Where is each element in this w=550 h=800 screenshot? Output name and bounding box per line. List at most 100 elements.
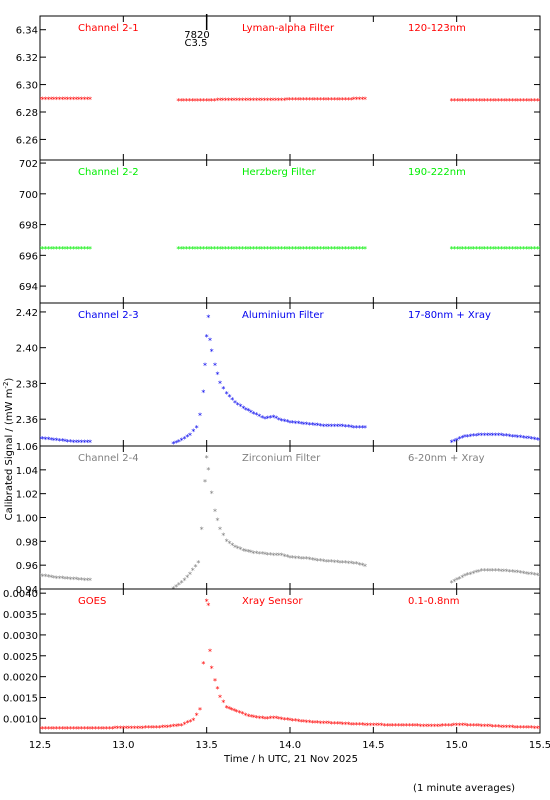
data-point: * [324,245,328,254]
data-point: * [171,440,175,449]
data-point: * [497,245,501,254]
data-point: * [285,418,289,427]
data-point: * [271,245,275,254]
data-point: * [349,245,353,254]
data-point: * [55,437,59,446]
data-point: * [491,245,495,254]
data-point: * [277,96,281,105]
data-point: * [88,245,92,254]
data-point: * [94,725,98,734]
data-point: * [366,721,370,730]
data-point: * [235,245,239,254]
data-point: * [458,97,462,106]
data-point: * [307,719,311,728]
data-point: * [469,432,473,441]
data-point: * [196,245,200,254]
data-point: * [293,245,297,254]
data-point: * [185,245,189,254]
data-point: * [188,571,192,580]
data-point: * [471,722,475,731]
data-point: * [313,556,317,565]
data-point: * [532,724,536,733]
data-point: * [488,97,492,106]
panel-5: 0.0010 0.0015 0.0020 0.0025 0.0030 0.0035 0.00… [3,588,542,734]
y-tick-label: 698 [19,221,38,232]
data-point: * [49,96,53,105]
data-point: * [146,724,150,733]
y-tick-label: 0.0030 [3,631,38,642]
data-point: * [327,245,331,254]
data-point: * [455,576,459,585]
data-series: ****************************************… [40,454,540,589]
data-point: * [505,568,509,577]
data-point: * [260,715,264,724]
data-point: * [399,722,403,731]
data-point: * [524,434,528,443]
data-point: * [41,725,45,734]
data-point: * [405,722,409,731]
data-point: * [332,96,336,105]
data-point: * [486,97,490,106]
data-point: * [538,724,542,733]
data-point: * [521,97,525,106]
data-point: * [52,574,56,583]
data-point: * [210,664,214,673]
data-point: * [249,245,253,254]
data-point: * [208,648,212,657]
data-point: * [338,422,342,431]
data-point: * [499,567,503,576]
data-point: * [198,412,202,421]
data-point: * [299,555,303,564]
data-point: * [263,245,267,254]
data-point: * [307,245,311,254]
data-point: * [472,245,476,254]
data-point: * [363,96,367,105]
data-point: * [346,245,350,254]
data-point: * [254,411,258,420]
data-point: * [299,245,303,254]
data-point: * [502,97,506,106]
data-point: * [321,96,325,105]
data-point: * [363,562,367,571]
data-point: * [327,96,331,105]
data-point: * [344,721,348,730]
data-point: * [535,571,539,580]
data-point: * [116,725,120,734]
data-point: * [521,570,525,579]
y-tick-label: 696 [19,251,38,262]
data-point: * [257,245,261,254]
data-point: * [466,245,470,254]
data-point: * [357,96,361,105]
data-point: * [135,724,139,733]
data-point: * [527,435,531,444]
data-point: * [321,422,325,431]
data-point: * [49,245,53,254]
data-point: * [201,97,205,106]
data-point: * [243,245,247,254]
data-point: * [341,245,345,254]
data-point: * [324,422,328,431]
data-point: * [524,245,528,254]
data-point: * [486,245,490,254]
data-point: * [477,245,481,254]
data-point: * [305,719,309,728]
data-point: * [271,96,275,105]
data-point: * [360,562,364,571]
data-point: * [240,97,244,106]
data-point: * [282,245,286,254]
data-point: * [216,371,220,380]
data-point: * [266,551,270,560]
data-point: * [102,725,106,734]
panel-frame [39,445,541,590]
data-point: * [338,720,342,729]
data-point: * [319,422,323,431]
data-point: * [85,438,89,447]
data-point: * [449,722,453,731]
data-point: * [80,96,84,105]
data-point: * [527,97,531,106]
data-point: * [527,724,531,733]
data-point: * [227,539,231,548]
data-point: * [319,557,323,566]
data-point: * [225,537,229,546]
data-point: * [452,97,456,106]
